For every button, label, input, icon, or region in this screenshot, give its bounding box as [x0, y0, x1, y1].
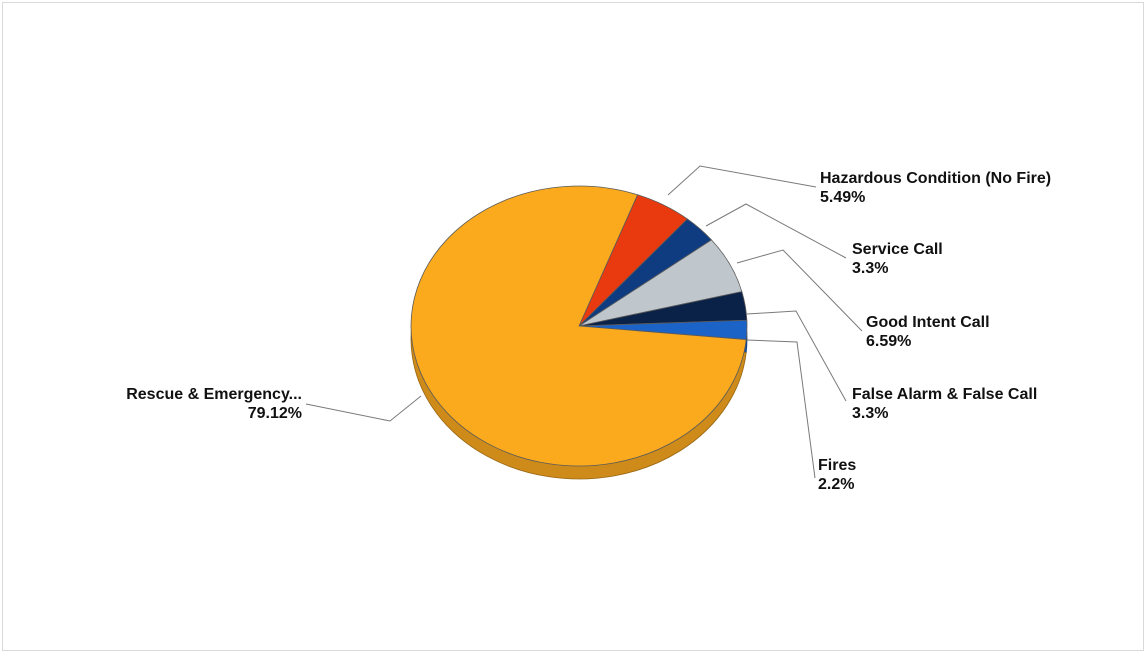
leader-line: [706, 204, 846, 258]
slice-label-percent: 3.3%: [852, 405, 888, 422]
slice-label-category: Good Intent Call: [866, 314, 990, 331]
slice-label-category: Fires: [818, 457, 856, 474]
slice-label-percent: 3.3%: [852, 260, 888, 277]
slice-label-percent: 6.59%: [866, 333, 911, 350]
slice-label-percent: 2.2%: [818, 476, 854, 493]
slice-label-percent: 5.49%: [820, 189, 865, 206]
slice-label-category: Hazardous Condition (No Fire): [820, 170, 1051, 187]
pie-slices-layer: [411, 186, 747, 466]
leader-line: [747, 311, 846, 401]
leader-line: [668, 166, 816, 195]
leader-line: [306, 396, 421, 421]
leader-line: [747, 340, 815, 478]
slice-label-category: Service Call: [852, 241, 943, 258]
slice-label-percent: 79.12%: [248, 405, 302, 422]
leader-line: [737, 250, 862, 331]
slice-label-category: False Alarm & False Call: [852, 386, 1037, 403]
slice-label-category: Rescue & Emergency...: [126, 386, 302, 403]
